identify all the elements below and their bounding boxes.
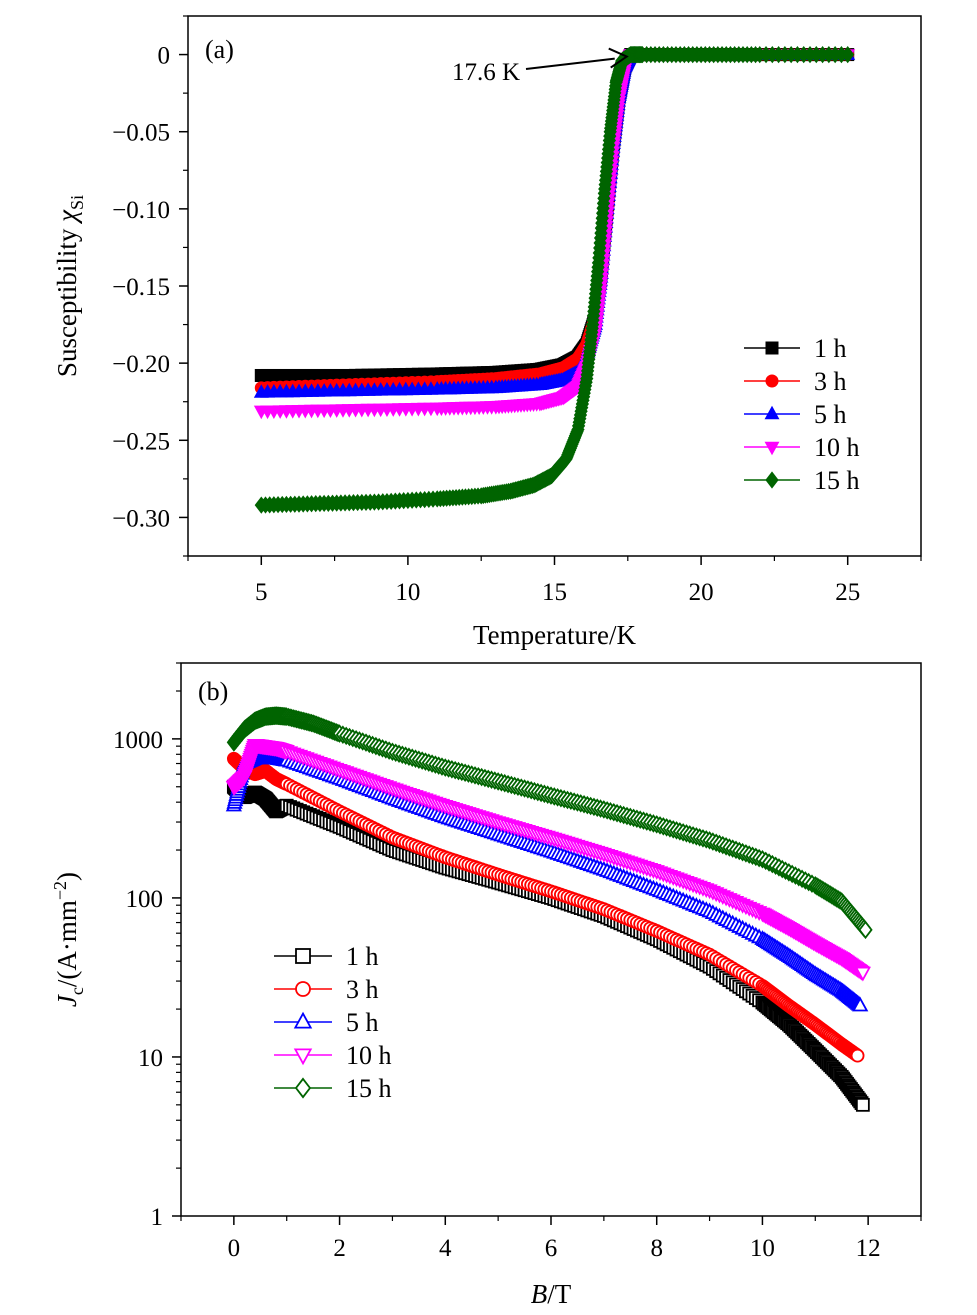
y-axis-title-exponent: −2 [50, 881, 70, 900]
series-layer [253, 45, 856, 514]
legend-marker [765, 374, 779, 388]
y-axis-title-symbol: J [52, 993, 82, 1007]
y-axis-title: Susceptibility χSi [52, 195, 87, 377]
panel-label: (b) [198, 677, 228, 706]
y-axis-title-text: Susceptibility [52, 222, 82, 377]
y-tick-label: −0.25 [112, 428, 170, 455]
panel-b: 0 2 4 6 8 10 12 1 10 100 1000 (b) B/T Jc/(A·mm−2) 1 h 3… [50, 662, 922, 1309]
x-axis-title: B/T [531, 1279, 572, 1309]
legend-marker [295, 948, 311, 964]
series-1h [254, 48, 855, 382]
x-tick-label: 20 [689, 579, 714, 606]
y-tick-label: 1 [151, 1204, 164, 1231]
legend-marker [765, 471, 779, 489]
series-5h [253, 46, 856, 398]
x-tick-label: 15 [542, 579, 567, 606]
legend-marker [764, 441, 780, 456]
x-tick-label: 2 [333, 1235, 346, 1262]
x-tick-label: 25 [835, 579, 860, 606]
legend-label: 10 h [814, 433, 860, 462]
y-tick-label: 1000 [113, 727, 163, 754]
legend-marker [293, 1011, 313, 1029]
x-tick-label: 0 [228, 1235, 241, 1262]
panel-label: (a) [205, 35, 234, 64]
series-15h [254, 45, 855, 514]
y-axis-title-unit: /(A·mm [52, 900, 82, 987]
y-tick-label: −0.30 [112, 505, 170, 532]
series-3h [254, 48, 855, 395]
legend-label: 1 h [814, 334, 847, 363]
y-axis-title-subscript: c [67, 987, 87, 995]
data-point [850, 1048, 865, 1063]
series-15h [226, 706, 873, 940]
x-tick-label: 10 [395, 579, 420, 606]
legend: 1 h 3 h 5 h 10 h 15 h [744, 334, 860, 495]
y-tick-label: −0.05 [112, 120, 170, 147]
y-tick-label: 100 [126, 886, 164, 913]
annotation-label: 17.6 K [452, 59, 520, 86]
y-tick-label: −0.20 [112, 351, 170, 378]
legend-label: 10 h [346, 1041, 392, 1070]
legend-marker [294, 1077, 312, 1099]
data-point [841, 45, 855, 64]
x-tick-label: 8 [650, 1235, 663, 1262]
x-axis-title: Temperature/K [473, 620, 637, 650]
data-point [854, 966, 871, 982]
legend-marker [764, 405, 780, 420]
y-tick-label: −0.15 [112, 274, 170, 301]
annotation-arrow-head [608, 47, 629, 69]
x-tick-label: 6 [545, 1235, 558, 1262]
legend-label: 5 h [346, 1008, 379, 1037]
x-axis-title-unit: /T [547, 1279, 572, 1309]
x-tick-label: 5 [255, 579, 268, 606]
series-layer [225, 706, 873, 1112]
tc-annotation: 17.6 K [452, 47, 629, 86]
x-tick-label: 12 [856, 1235, 881, 1262]
legend-label: 3 h [346, 975, 379, 1004]
legend-label: 3 h [814, 367, 847, 396]
y-axis-title-symbol: χ [52, 209, 82, 225]
legend-marker [295, 981, 311, 997]
y-axis-title: Jc/(A·mm−2) [50, 872, 87, 1007]
legend-marker [765, 341, 779, 355]
data-point [855, 1097, 870, 1112]
legend-label: 1 h [346, 942, 379, 971]
y-tick-label: −0.10 [112, 197, 170, 224]
data-point [858, 920, 873, 940]
panel-a: 5 10 15 20 25 0 −0.05 −0.10 −0.15 −0.20 −0.25 −0.30… [52, 15, 922, 650]
legend-label: 5 h [814, 400, 847, 429]
legend-label: 15 h [346, 1074, 392, 1103]
data-point [852, 996, 869, 1012]
annotation-arrow-shaft [525, 57, 615, 70]
series-10h [225, 738, 871, 982]
legend-label: 15 h [814, 466, 860, 495]
y-axis-title-close: ) [52, 872, 82, 881]
x-axis-title-symbol: B [531, 1279, 548, 1309]
legend-marker [293, 1048, 313, 1066]
x-tick-label: 10 [750, 1235, 775, 1262]
x-tick-label: 4 [439, 1235, 452, 1262]
y-tick-label: 10 [138, 1045, 163, 1072]
y-axis-title-subscript: Si [67, 195, 87, 210]
legend: 1 h 3 h 5 h 10 h 15 h [274, 942, 392, 1103]
y-tick-label: 0 [158, 43, 171, 70]
